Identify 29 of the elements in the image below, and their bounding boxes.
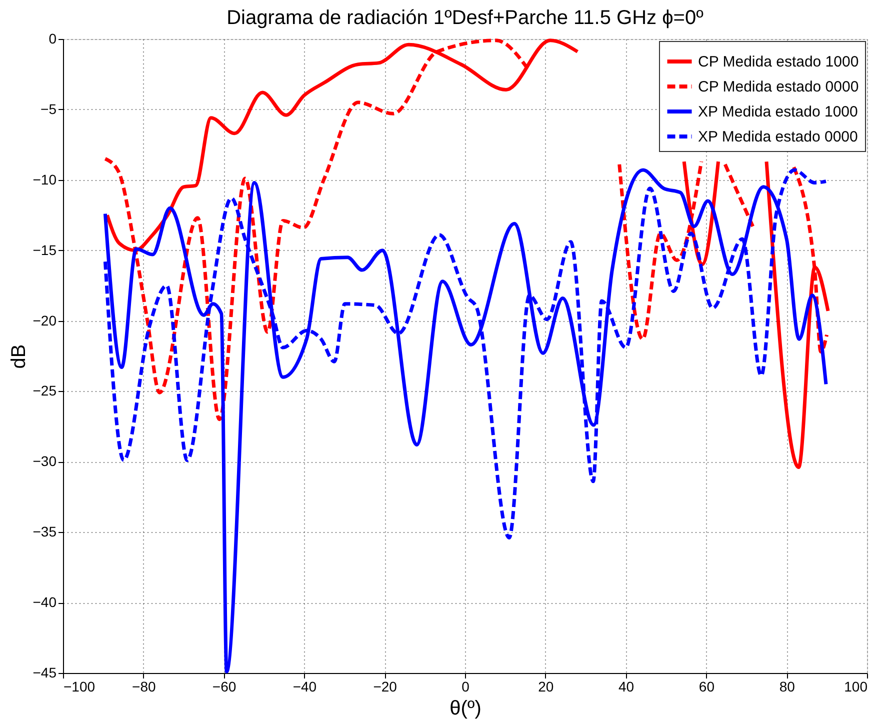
line-series bbox=[103, 168, 828, 674]
x-tick-label: 20 bbox=[538, 678, 554, 694]
y-tick-label: −10 bbox=[32, 171, 57, 188]
y-tick-label: −20 bbox=[32, 312, 57, 328]
x-tick-label: 60 bbox=[698, 678, 715, 694]
y-axis-title: dB bbox=[8, 344, 30, 369]
y-tick-label: 0 bbox=[48, 30, 57, 46]
x-tick-label: −20 bbox=[373, 678, 398, 694]
legend-label: CP Medida estado 1000 bbox=[698, 54, 859, 70]
x-tick-label: 80 bbox=[779, 678, 796, 694]
y-tick-label: −25 bbox=[32, 382, 57, 399]
x-tick-label: −40 bbox=[292, 678, 317, 694]
legend-label: CP Medida estado 0000 bbox=[698, 78, 859, 96]
legend-label: XP Medida estado 0000 bbox=[698, 128, 858, 146]
chart-title: Diagrama de radiación 1ºDesf+Parche 11.5 GHz ϕ=0º bbox=[226, 7, 704, 29]
x-tick-label: −100 bbox=[64, 678, 96, 694]
x-tick-label: −60 bbox=[212, 678, 236, 694]
y-tick-label: −35 bbox=[32, 524, 57, 540]
y-tick-label: −5 bbox=[40, 100, 57, 117]
y-tick-label: −40 bbox=[32, 594, 57, 610]
legend-label: XP Medida estado 1000 bbox=[698, 104, 858, 120]
x-tick-label: 40 bbox=[618, 678, 634, 694]
y-tick-label: −15 bbox=[32, 242, 57, 258]
x-tick-label: −80 bbox=[132, 678, 156, 694]
x-tick-label: 0 bbox=[462, 678, 470, 694]
x-tick-label: 100 bbox=[844, 678, 868, 694]
x-axis-title: θ(º) bbox=[450, 698, 482, 720]
y-tick-label: −45 bbox=[32, 664, 57, 680]
y-tick-label: −30 bbox=[32, 453, 57, 470]
